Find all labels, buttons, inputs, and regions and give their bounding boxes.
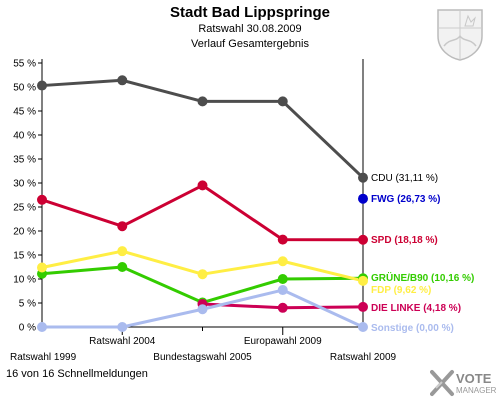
data-point bbox=[117, 221, 128, 232]
chart-subtitle: Ratswahl 30.08.2009 bbox=[198, 23, 302, 35]
series-label: SPD (18,18 %) bbox=[371, 235, 438, 246]
data-point bbox=[358, 172, 368, 183]
data-point bbox=[277, 302, 288, 313]
data-point bbox=[277, 256, 288, 267]
data-point bbox=[117, 75, 128, 86]
data-point bbox=[358, 275, 368, 286]
x-tick-label: Ratswahl 1999 bbox=[10, 352, 77, 363]
y-tick-label: 50 % bbox=[13, 83, 36, 94]
brand-line-1: VOTE bbox=[456, 371, 492, 386]
x-tick-label: Ratswahl 2009 bbox=[330, 352, 397, 363]
y-tick-label: 20 % bbox=[13, 227, 36, 238]
data-point bbox=[358, 193, 368, 204]
data-point bbox=[37, 322, 47, 332]
data-point bbox=[358, 301, 368, 312]
series-label: DIE LINKE (4,18 %) bbox=[371, 303, 461, 314]
series-label: Sonstige (0,00 %) bbox=[371, 323, 454, 334]
chart-subtitle-2: Verlauf Gesamtergebnis bbox=[190, 38, 309, 50]
report-status: 16 von 16 Schnellmeldungen bbox=[6, 368, 148, 380]
data-point bbox=[117, 322, 128, 332]
data-point bbox=[358, 322, 368, 332]
data-point bbox=[277, 285, 288, 296]
votemanager-logo-icon: VOTE MANAGER bbox=[430, 370, 497, 396]
data-point bbox=[197, 269, 208, 280]
y-tick-label: 35 % bbox=[13, 155, 36, 166]
x-tick-label: Ratswahl 2004 bbox=[89, 336, 156, 347]
y-tick-label: 15 % bbox=[13, 251, 36, 262]
series-label: GRÜNE/B90 (10,16 %) bbox=[371, 271, 474, 284]
y-tick-label: 10 % bbox=[13, 275, 36, 286]
y-tick-label: 55 % bbox=[13, 59, 36, 70]
series-label: FDP (9,62 %) bbox=[371, 285, 431, 296]
coat-of-arms-icon bbox=[437, 9, 483, 61]
series-line bbox=[41, 78, 365, 179]
data-point bbox=[197, 96, 208, 107]
data-point bbox=[117, 246, 128, 257]
y-tick-label: 30 % bbox=[13, 179, 36, 190]
y-tick-label: 5 % bbox=[19, 299, 36, 310]
chart-title: Stadt Bad Lippspringe bbox=[169, 4, 330, 21]
x-tick-label: Bundestagswahl 2005 bbox=[153, 352, 252, 363]
data-point bbox=[358, 234, 368, 245]
y-tick-label: 45 % bbox=[13, 107, 36, 118]
series-label: FWG (26,73 %) bbox=[371, 194, 440, 205]
y-tick-label: 25 % bbox=[13, 203, 36, 214]
data-point bbox=[277, 96, 288, 107]
x-tick-label: Europawahl 2009 bbox=[244, 336, 322, 347]
series-label: CDU (31,11 %) bbox=[371, 173, 438, 184]
brand-line-2: MANAGER bbox=[456, 386, 497, 395]
data-point bbox=[277, 234, 288, 245]
data-point bbox=[37, 194, 47, 205]
data-point bbox=[277, 274, 288, 284]
data-point bbox=[37, 80, 47, 91]
y-tick-label: 40 % bbox=[13, 131, 36, 142]
data-point bbox=[37, 262, 47, 273]
data-point bbox=[197, 304, 208, 315]
data-point bbox=[117, 262, 128, 272]
series-line bbox=[41, 183, 364, 242]
y-tick-label: 0 % bbox=[19, 323, 36, 334]
data-point bbox=[197, 180, 208, 191]
